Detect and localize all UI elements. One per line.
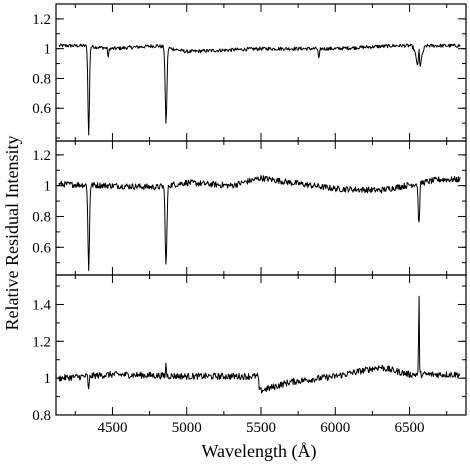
panel-3: 0.8 1 1.2 1.4 — [32, 274, 467, 424]
spectrum-line-2 — [58, 175, 461, 272]
x-tick-label: 4500 — [97, 420, 127, 436]
spectrum-line-3 — [58, 295, 461, 394]
y-tick-label: 1.2 — [32, 12, 51, 28]
y-tick-label: 0.8 — [32, 209, 51, 225]
y-tick-label: 0.8 — [32, 71, 51, 87]
y-tick-label: 1 — [44, 179, 52, 195]
x-tick-label: 6500 — [395, 420, 425, 436]
panel-3-frame — [55, 274, 467, 416]
y-tick-label: 1 — [44, 42, 52, 58]
y-axis-title: Relative Residual Intensity — [2, 136, 22, 331]
y-tick-label: 1.2 — [32, 334, 51, 350]
y-tick-label: 1 — [44, 371, 52, 387]
panel-1-frame — [55, 3, 467, 142]
panel-2: 0.6 0.8 1 1.2 — [32, 140, 467, 276]
y-tick-label: 1.2 — [32, 148, 51, 164]
y-tick-label: 1.4 — [32, 297, 51, 313]
panels-group: 0.6 0.8 1 1.2 0.6 0.8 1 1.2 0.8 1 1.2 1.4 4500 5000 55… — [32, 3, 467, 436]
panel-2-frame — [55, 140, 467, 276]
y-tick-label: 0.8 — [32, 408, 51, 424]
panel-1: 0.6 0.8 1 1.2 — [32, 3, 467, 142]
y-tick-label: 0.6 — [32, 240, 51, 256]
x-axis-title: Wavelength (Å) — [201, 441, 316, 462]
x-tick-label: 5500 — [246, 420, 276, 436]
x-tick-label: 6000 — [320, 420, 350, 436]
spectrum-line-1 — [58, 43, 461, 136]
y-tick-label: 0.6 — [32, 101, 51, 117]
x-tick-label: 5000 — [172, 420, 202, 436]
